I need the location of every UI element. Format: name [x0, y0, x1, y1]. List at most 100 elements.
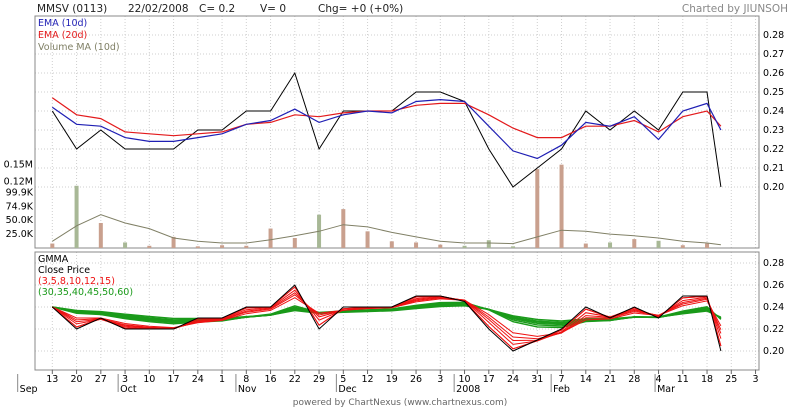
x-day-label: 8 [243, 374, 249, 385]
volume-bar [171, 236, 176, 248]
x-day-label: 31 [531, 374, 543, 385]
volume-bar [486, 240, 491, 248]
price-tick-label: 0.27 [763, 49, 784, 60]
gmma-tick-label: 0.24 [763, 302, 784, 313]
x-day-label: 18 [701, 374, 713, 385]
footer-credit: powered by ChartNexus (www.chartnexus.co… [292, 398, 508, 408]
price-panel-frame [34, 15, 760, 249]
gmma-tick-label: 0.28 [763, 258, 784, 269]
x-day-label: 24 [507, 374, 519, 385]
volume-bars [50, 164, 710, 248]
volume-bar [632, 239, 637, 248]
volume-tick-label: 50.0K [6, 215, 34, 226]
price-lines [51, 71, 722, 246]
header-date: 22/02/2008 [128, 3, 189, 15]
x-month-label: Mar [657, 384, 675, 395]
gmma-close-line [51, 284, 722, 352]
volume-bar [341, 209, 346, 248]
x-day-label: 24 [192, 374, 204, 385]
price-tick-label: 0.21 [763, 163, 784, 174]
volume-tick-label: 0.15M [4, 160, 33, 171]
price-tick-label: 0.28 [763, 30, 784, 41]
x-day-label: 27 [95, 374, 107, 385]
gmma-short-line [52, 297, 722, 337]
x-day-label: 4 [656, 374, 662, 385]
x-month-label: 2008 [456, 384, 480, 395]
ema10-line [51, 98, 722, 160]
x-day-label: 19 [386, 374, 398, 385]
x-day-label: 3 [437, 374, 443, 385]
gmma-tick-label: 0.20 [763, 346, 784, 357]
x-day-label: 25 [725, 374, 737, 385]
legend-volume-ma: Volume MA (10d) [38, 42, 120, 53]
legend-gmma-short: (3,5,8,10,12,15) [38, 276, 115, 287]
volume-bar [50, 243, 55, 248]
header-change: Chg= +0 (+0%) [318, 3, 404, 15]
x-tick-labels: 13 20 27 3 10 17 24 1 8 16 22 29 5 12 19 26 3 10 17 24 31 7 14… [17, 370, 759, 395]
gmma-panel-frame [34, 251, 760, 371]
volume-bar [414, 242, 419, 248]
volume-tick-label: 74.9K [6, 201, 34, 212]
x-month-label: Dec [338, 384, 356, 395]
volume-ma-line [52, 214, 721, 246]
volume-bar [462, 245, 467, 248]
volume-bar [559, 164, 564, 248]
volume-bar [656, 240, 661, 248]
volume-tick-label: 0.12M [4, 176, 33, 187]
volume-bar [583, 243, 588, 248]
volume-bar [220, 245, 225, 248]
volume-bar [244, 245, 249, 248]
legend-gmma-long: (30,35,40,45,50,60) [38, 287, 133, 298]
x-day-label: 29 [313, 374, 325, 385]
x-day-label: 13 [46, 374, 58, 385]
legend-close-price: Close Price [38, 265, 90, 276]
x-day-label: 14 [580, 374, 592, 385]
volume-bar [147, 245, 152, 248]
gmma-tick-label: 0.22 [763, 324, 784, 335]
x-day-label: 3 [122, 374, 128, 385]
x-day-label: 21 [604, 374, 616, 385]
x-month-label: Nov [238, 384, 257, 395]
x-day-label: 10 [459, 374, 471, 385]
volume-bar [292, 238, 297, 248]
volume-bar [705, 243, 710, 248]
x-day-label: 12 [362, 374, 374, 385]
x-month-label: Feb [553, 384, 570, 395]
price-tick-label: 0.23 [763, 125, 784, 136]
gmma-long-line [52, 305, 722, 322]
header-volume: V= 0 [260, 3, 286, 15]
gmma-tick-label: 0.26 [763, 280, 784, 291]
volume-tick-label: 25.0K [6, 229, 34, 240]
header-credit: Charted by JIUNSOH [681, 3, 788, 15]
x-day-label: 26 [410, 374, 422, 385]
legend-gmma: GMMA [38, 254, 69, 265]
x-day-label: 7 [559, 374, 565, 385]
x-day-label: 17 [168, 374, 180, 385]
x-day-label: 11 [677, 374, 689, 385]
x-month-label: Sep [20, 384, 38, 395]
x-day-label: 10 [143, 374, 155, 385]
volume-bar [268, 228, 273, 248]
x-month-label: Oct [120, 384, 137, 395]
volume-bar [511, 246, 516, 248]
volume-bar [365, 231, 370, 248]
gmma-lines [51, 284, 722, 352]
price-panel-grid [35, 16, 759, 248]
volume-bar [98, 223, 103, 248]
volume-bar [535, 169, 540, 248]
price-tick-label: 0.25 [763, 87, 784, 98]
volume-tick-label: 99.9K [6, 188, 34, 199]
y-tick-labels: 0.28 0.27 0.26 0.25 0.24 0.23 0.22 0.21 0.20 0.15… [4, 30, 785, 357]
x-day-label: 28 [628, 374, 640, 385]
x-day-label: 3 [753, 374, 759, 385]
volume-bar [438, 244, 443, 248]
x-day-label: 1 [219, 374, 225, 385]
header-symbol: MMSV (0113) [37, 3, 108, 15]
price-tick-label: 0.22 [763, 144, 784, 155]
volume-bar [608, 242, 613, 248]
header-close: C= 0.2 [199, 3, 236, 15]
x-day-label: 17 [483, 374, 495, 385]
x-day-label: 20 [71, 374, 83, 385]
price-tick-label: 0.20 [763, 182, 784, 193]
